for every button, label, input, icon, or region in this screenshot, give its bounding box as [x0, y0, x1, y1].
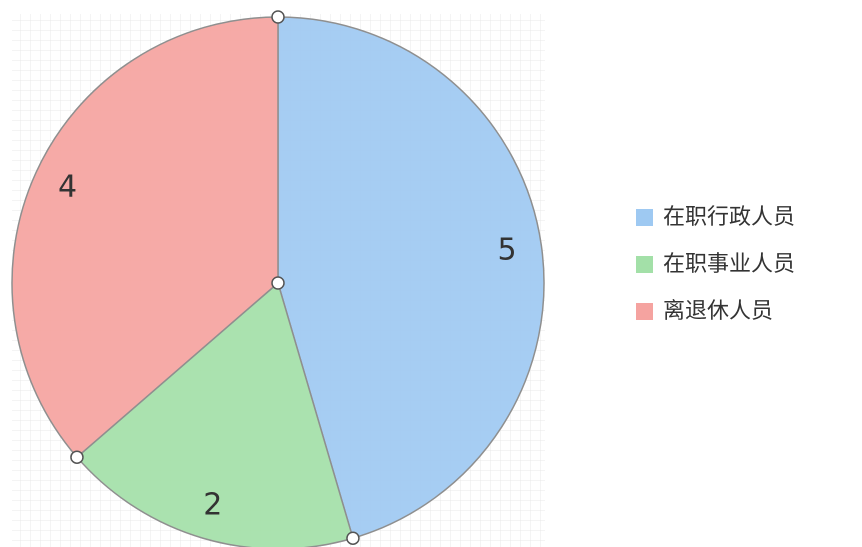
data-labels-layer: 5 2 4 — [58, 169, 517, 522]
legend-item-retired[interactable]: 离退休人员 — [636, 299, 795, 324]
legend-swatch-administrative — [636, 209, 653, 226]
center-handle[interactable] — [271, 276, 285, 290]
legend-label: 在职事业人员 — [663, 252, 796, 277]
boundary-handle-1[interactable] — [271, 10, 285, 24]
pie-slice-administrative[interactable] — [277, 16, 545, 540]
legend-label: 在职行政人员 — [663, 205, 796, 230]
data-label-retired: 4 — [58, 169, 77, 204]
boundary-handle-3[interactable] — [70, 450, 84, 464]
data-label-administrative: 5 — [498, 233, 517, 268]
legend-label: 离退休人员 — [663, 299, 774, 324]
legend-swatch-retired — [636, 303, 653, 320]
pie-slice-retired[interactable] — [11, 16, 279, 459]
legend-swatch-institution — [636, 256, 653, 273]
boundary-handle-2[interactable] — [346, 531, 360, 545]
handles-layer — [70, 10, 360, 545]
slices-layer — [11, 16, 545, 547]
legend: 在职行政人员 在职事业人员 离退休人员 — [636, 205, 795, 346]
pie-slice-institution[interactable] — [75, 281, 354, 547]
legend-item-administrative[interactable]: 在职行政人员 — [636, 205, 795, 230]
data-label-institution: 2 — [203, 488, 222, 523]
legend-item-institution[interactable]: 在职事业人员 — [636, 252, 795, 277]
